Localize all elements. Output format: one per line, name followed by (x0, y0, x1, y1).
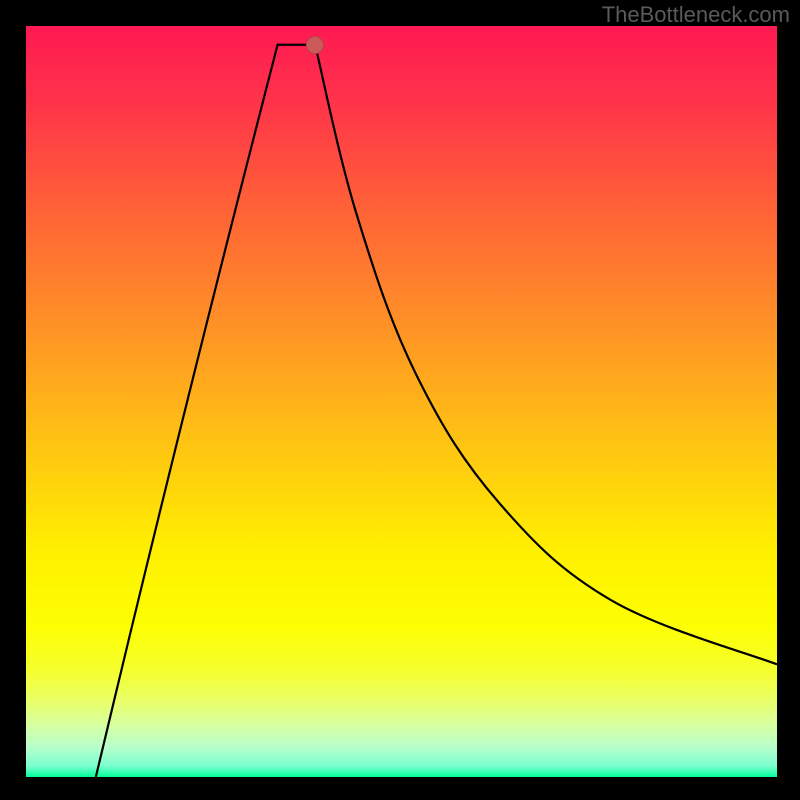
chart-plot-area (26, 26, 777, 777)
optimal-point-marker (306, 36, 324, 54)
bottleneck-curve (26, 26, 777, 777)
watermark-text: TheBottleneck.com (602, 2, 790, 28)
curve-path (96, 45, 777, 777)
